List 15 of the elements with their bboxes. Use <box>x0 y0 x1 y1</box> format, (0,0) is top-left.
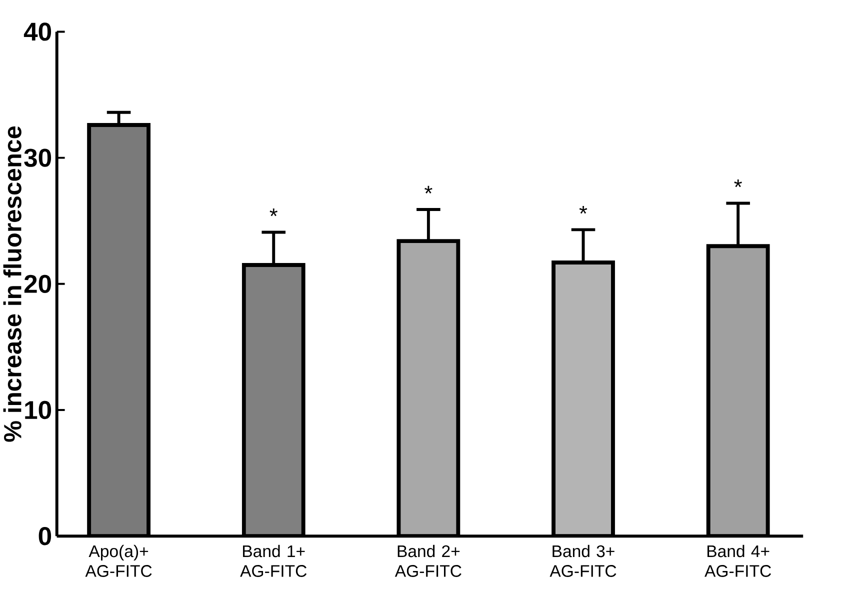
annotation: * <box>424 186 432 194</box>
annotation: * <box>270 208 278 216</box>
annotation: * <box>579 206 588 214</box>
x-tick-label: Band 3+ AG-FITC <box>550 544 616 577</box>
x-tick-label: Band 2+ AG-FITC <box>394 544 462 577</box>
y-tick-label: 0 <box>38 526 52 545</box>
x-tick-label: Band 1+ AG-FITC <box>240 544 307 577</box>
y-axis-title: % increase in fluorescence <box>3 126 22 442</box>
y-tick-label: 30 <box>24 148 52 167</box>
annotation: * <box>734 179 742 187</box>
x-tick-label: Band 4+ AG-FITC <box>704 544 772 577</box>
x-tick-label: Apo(a)+ AG-FITC <box>85 544 152 577</box>
y-tick-label: 40 <box>24 22 52 41</box>
y-tick-label: 10 <box>25 400 52 419</box>
y-tick-label: 20 <box>24 274 52 293</box>
